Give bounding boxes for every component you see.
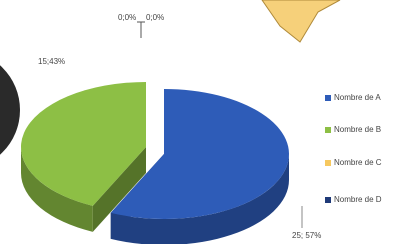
legend-label: Nombre de D: [334, 195, 382, 204]
legend-label: Nombre de A: [334, 93, 381, 102]
legend-swatch: [325, 127, 331, 133]
data-label: 0;0%: [118, 13, 136, 22]
data-label: 15;43%: [38, 57, 65, 66]
data-label: 0;0%: [146, 13, 164, 22]
leader-line: [137, 22, 145, 38]
decor-circle: [0, 50, 20, 170]
legend-label: Nombre de C: [334, 158, 382, 167]
legend-label: Nombre de B: [334, 125, 381, 134]
legend-swatch: [325, 160, 331, 166]
decor-star: [262, 0, 340, 42]
chart: 25; 57% 15;43% 0;0% 0;0% Nombre de A Nombre d…: [0, 0, 397, 244]
legend-swatch: [325, 95, 331, 101]
legend-swatch: [325, 197, 331, 203]
data-label: 25; 57%: [292, 231, 321, 240]
